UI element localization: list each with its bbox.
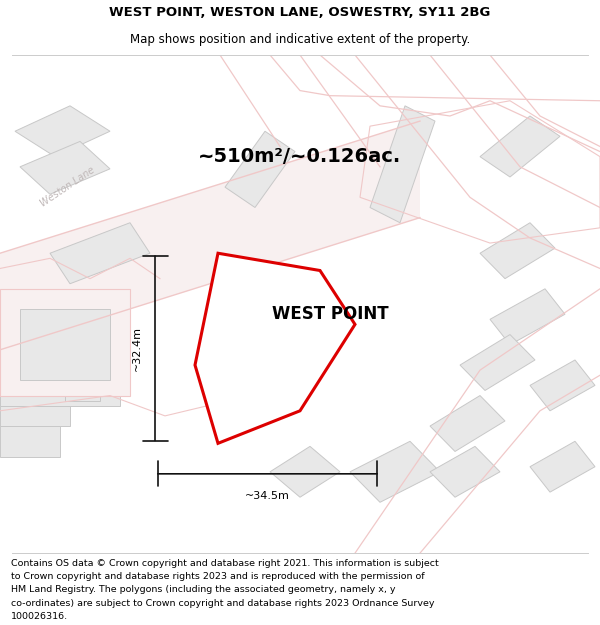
Polygon shape xyxy=(0,396,70,426)
Polygon shape xyxy=(460,334,535,391)
Text: Weston Lane: Weston Lane xyxy=(261,379,319,423)
Polygon shape xyxy=(490,289,565,345)
Text: to Crown copyright and database rights 2023 and is reproduced with the permissio: to Crown copyright and database rights 2… xyxy=(11,572,424,581)
Polygon shape xyxy=(370,106,435,222)
Text: Map shows position and indicative extent of the property.: Map shows position and indicative extent… xyxy=(130,33,470,46)
Text: Contains OS data © Crown copyright and database right 2021. This information is : Contains OS data © Crown copyright and d… xyxy=(11,559,439,568)
Polygon shape xyxy=(0,334,90,365)
Polygon shape xyxy=(350,441,440,503)
Polygon shape xyxy=(480,222,555,279)
Polygon shape xyxy=(0,380,120,406)
Text: co-ordinates) are subject to Crown copyright and database rights 2023 Ordnance S: co-ordinates) are subject to Crown copyr… xyxy=(11,599,434,608)
Polygon shape xyxy=(480,116,560,177)
Polygon shape xyxy=(15,106,110,157)
Text: WEST POINT, WESTON LANE, OSWESTRY, SY11 2BG: WEST POINT, WESTON LANE, OSWESTRY, SY11 … xyxy=(109,6,491,19)
Text: WEST POINT: WEST POINT xyxy=(272,305,388,323)
Polygon shape xyxy=(0,324,65,380)
Polygon shape xyxy=(0,365,80,396)
Polygon shape xyxy=(530,360,595,411)
Polygon shape xyxy=(270,446,340,498)
Polygon shape xyxy=(195,253,355,443)
Text: HM Land Registry. The polygons (including the associated geometry, namely x, y: HM Land Registry. The polygons (includin… xyxy=(11,586,395,594)
Polygon shape xyxy=(20,309,110,380)
Polygon shape xyxy=(530,441,595,492)
Polygon shape xyxy=(430,446,500,498)
Polygon shape xyxy=(0,289,130,396)
Polygon shape xyxy=(0,426,60,456)
Text: Weston Lane: Weston Lane xyxy=(39,165,97,209)
Polygon shape xyxy=(50,222,150,284)
Text: ~34.5m: ~34.5m xyxy=(245,491,290,501)
Polygon shape xyxy=(430,396,505,451)
Text: ~510m²/~0.126ac.: ~510m²/~0.126ac. xyxy=(199,147,401,166)
Polygon shape xyxy=(65,334,100,401)
Polygon shape xyxy=(225,131,295,208)
Polygon shape xyxy=(20,141,110,194)
Polygon shape xyxy=(0,304,60,334)
Polygon shape xyxy=(0,121,420,350)
Text: 100026316.: 100026316. xyxy=(11,612,68,621)
Text: ~32.4m: ~32.4m xyxy=(132,326,142,371)
